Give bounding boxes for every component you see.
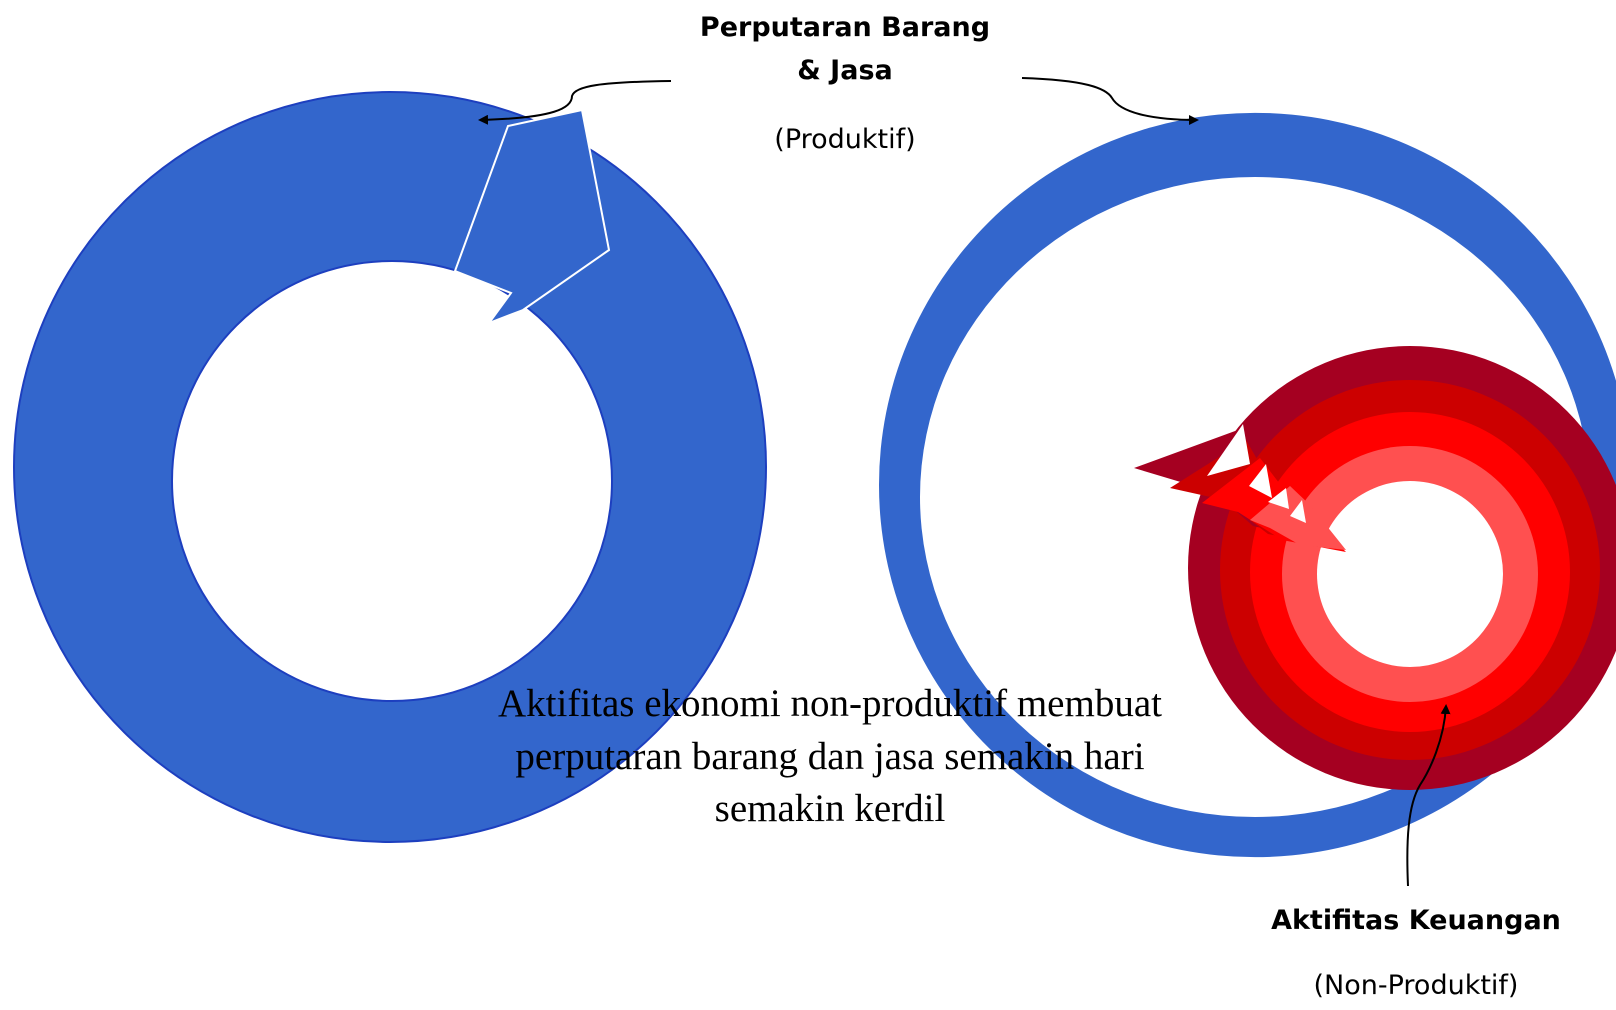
caption-line-3: semakin kerdil: [714, 787, 946, 830]
caption-line-1: Aktifitas ekonomi non-produktif membuat: [498, 682, 1162, 725]
bottom-title: Aktifitas Keuangan: [1271, 905, 1561, 936]
red-ring-center: [1317, 481, 1503, 667]
arrow-gap-4: [1290, 500, 1306, 523]
arrow-gap-2: [1249, 464, 1272, 498]
connector-arrow-left: [478, 80, 672, 125]
bottom-subtitle: (Non-Produktif): [1313, 970, 1519, 1001]
arrow-gap-3: [1268, 488, 1289, 509]
caption-line-2: perputaran barang dan jasa semakin hari: [515, 735, 1145, 778]
arrow-gap-1: [1207, 424, 1250, 476]
top-subtitle: (Produktif): [774, 124, 916, 155]
inward-red-arrows: [1134, 424, 1346, 552]
left-circular-arrow-head: [453, 108, 611, 326]
connector-arrow-right: [1021, 77, 1199, 125]
top-title-line2: & Jasa: [797, 55, 893, 86]
left-ring: [12, 91, 768, 843]
top-title: Perputaran Barang: [699, 12, 991, 43]
connector-arrow-bottom: [1406, 704, 1451, 887]
financial-activity-circles: [1188, 346, 1616, 790]
